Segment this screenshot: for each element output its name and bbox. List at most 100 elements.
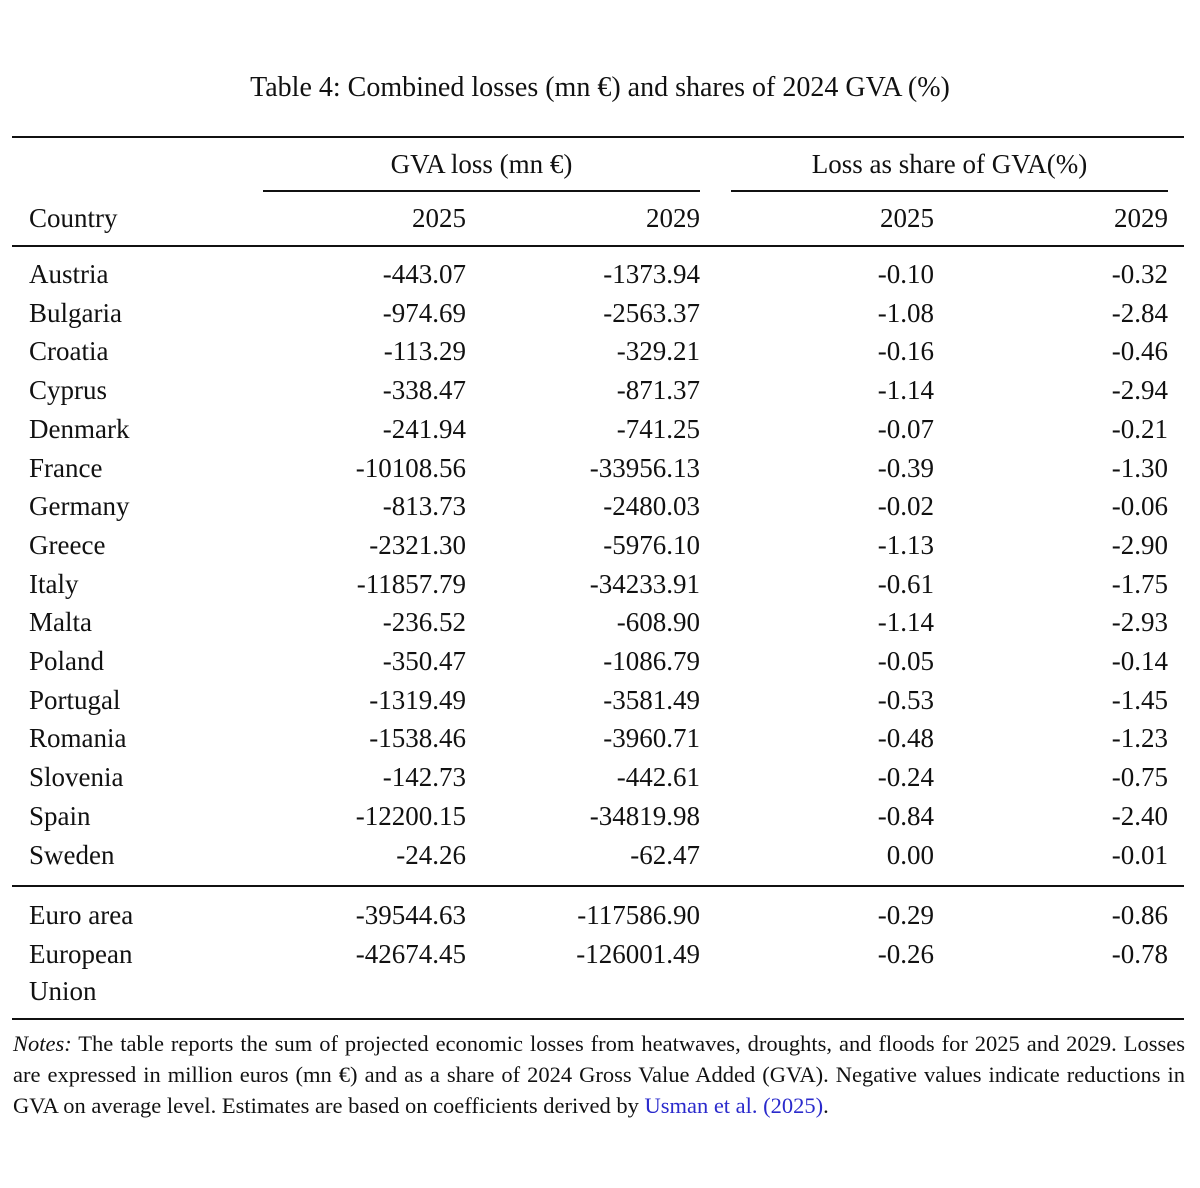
cell-value: -1319.49 bbox=[369, 684, 466, 715]
cell-value: -11857.79 bbox=[356, 568, 466, 599]
cell-value: -0.10 bbox=[877, 259, 934, 289]
cell-country: Sweden bbox=[29, 839, 115, 870]
table-notes: Notes: The table reports the sum of proj… bbox=[13, 1028, 1185, 1121]
cell-value: -126001.49 bbox=[576, 938, 700, 969]
cell-value: -0.61 bbox=[877, 568, 934, 599]
cell-value: -0.21 bbox=[1111, 413, 1168, 444]
cell-value: -741.25 bbox=[616, 413, 700, 444]
cell-value: -2563.37 bbox=[603, 297, 700, 328]
citation-link[interactable]: Usman et al. (2025) bbox=[644, 1093, 824, 1118]
cell-country: Spain bbox=[29, 800, 91, 831]
notes-text: The table reports the sum of projected e… bbox=[13, 1031, 1185, 1118]
cell-value: -0.48 bbox=[877, 723, 934, 754]
cell-country: Cyprus bbox=[29, 375, 108, 406]
cell-value: -0.46 bbox=[1111, 336, 1168, 367]
cell-value: -117586.90 bbox=[577, 900, 700, 930]
cell-value: -0.26 bbox=[877, 938, 934, 969]
cell-value: -338.47 bbox=[382, 375, 466, 406]
cell-value: -350.47 bbox=[382, 646, 466, 676]
column-header-gva-2029: 2029 bbox=[646, 203, 700, 233]
cell-value: -0.84 bbox=[877, 800, 934, 831]
cell-value: -1.08 bbox=[877, 297, 934, 328]
cell-value: -1.13 bbox=[877, 529, 934, 560]
cell-value: -34233.91 bbox=[589, 568, 700, 599]
cell-value: -42674.45 bbox=[355, 938, 466, 969]
cell-value: -113.29 bbox=[383, 336, 466, 367]
notes-label: Notes: bbox=[13, 1031, 72, 1056]
cell-value: -236.52 bbox=[382, 607, 466, 638]
cell-value: -62.47 bbox=[630, 839, 700, 870]
cell-value: -2321.30 bbox=[369, 529, 466, 560]
cell-country: Slovenia bbox=[29, 762, 124, 793]
cell-value: -3960.71 bbox=[603, 723, 700, 754]
cell-value: -1.14 bbox=[877, 375, 934, 406]
cell-value: -2.40 bbox=[1111, 800, 1168, 831]
cell-value: -1373.94 bbox=[603, 259, 700, 289]
cell-value: -2.93 bbox=[1111, 607, 1168, 638]
cell-value: -813.73 bbox=[382, 491, 466, 522]
cell-value: -1.23 bbox=[1111, 723, 1168, 754]
cell-value: -24.26 bbox=[396, 839, 466, 870]
cell-value: -2480.03 bbox=[603, 491, 700, 522]
totals-rule bbox=[12, 885, 1184, 887]
column-header-country: Country bbox=[29, 203, 118, 233]
cell-value: -0.02 bbox=[877, 491, 934, 522]
cell-value: -0.53 bbox=[877, 684, 934, 715]
cell-value: -608.90 bbox=[616, 607, 700, 638]
table-caption: Table 4: Combined losses (mn €) and shar… bbox=[250, 72, 950, 103]
cell-country-line2: Union bbox=[29, 975, 97, 1006]
cell-value: -0.05 bbox=[877, 646, 934, 676]
cell-value: -33956.13 bbox=[589, 452, 700, 483]
cell-value: -329.21 bbox=[616, 336, 700, 367]
cell-country: Germany bbox=[29, 491, 130, 522]
cell-value: -0.16 bbox=[877, 336, 934, 367]
cell-value: -2.94 bbox=[1111, 375, 1168, 406]
cell-country: Italy bbox=[29, 568, 79, 599]
cell-value: -10108.56 bbox=[355, 452, 466, 483]
cell-country: Euro area bbox=[29, 900, 134, 930]
cell-value: -0.75 bbox=[1111, 762, 1168, 793]
cell-country: Malta bbox=[29, 607, 92, 638]
cell-country: France bbox=[29, 452, 103, 483]
cell-country: Greece bbox=[29, 529, 106, 560]
cell-value: -34819.98 bbox=[589, 800, 700, 831]
cell-value: -442.61 bbox=[616, 762, 700, 793]
cell-value: -0.01 bbox=[1111, 839, 1168, 870]
cell-value: -2.84 bbox=[1111, 297, 1168, 328]
cell-value: -0.39 bbox=[877, 452, 934, 483]
cell-value: -0.07 bbox=[877, 413, 934, 444]
group-header-gva-loss: GVA loss (mn €) bbox=[390, 149, 573, 179]
cell-country: Portugal bbox=[29, 684, 121, 715]
cell-country: European bbox=[29, 938, 133, 969]
cell-value: -0.29 bbox=[877, 900, 934, 930]
cell-value: -142.73 bbox=[382, 762, 466, 793]
cell-value: -0.06 bbox=[1111, 491, 1168, 522]
cell-value: -1.75 bbox=[1111, 568, 1168, 599]
cell-value: -0.24 bbox=[877, 762, 934, 793]
top-rule bbox=[12, 136, 1184, 138]
cell-value: -0.78 bbox=[1111, 938, 1168, 969]
cell-value: -241.94 bbox=[382, 413, 466, 444]
cell-value: -12200.15 bbox=[355, 800, 466, 831]
cell-value: -0.86 bbox=[1111, 900, 1168, 930]
cell-value: -1086.79 bbox=[603, 646, 700, 676]
group1-underline bbox=[263, 190, 700, 192]
column-header-share-2025: 2025 bbox=[880, 203, 934, 233]
cell-value: -1.30 bbox=[1111, 452, 1168, 483]
cell-value: -1.45 bbox=[1111, 684, 1168, 715]
cell-value: -1.14 bbox=[877, 607, 934, 638]
column-header-gva-2025: 2025 bbox=[412, 203, 466, 233]
cell-value: -5976.10 bbox=[603, 529, 700, 560]
cell-value: -443.07 bbox=[382, 259, 466, 289]
cell-value: -39544.63 bbox=[355, 900, 466, 930]
cell-value: 0.00 bbox=[886, 839, 934, 870]
bottom-rule bbox=[12, 1018, 1184, 1020]
header-rule bbox=[12, 245, 1184, 247]
cell-country: Austria bbox=[29, 259, 109, 289]
cell-value: -974.69 bbox=[382, 297, 466, 328]
cell-country: Romania bbox=[29, 723, 127, 754]
cell-country: Denmark bbox=[29, 413, 130, 444]
cell-value: -3581.49 bbox=[603, 684, 700, 715]
cell-value: -1538.46 bbox=[369, 723, 466, 754]
cell-value: -2.90 bbox=[1111, 529, 1168, 560]
